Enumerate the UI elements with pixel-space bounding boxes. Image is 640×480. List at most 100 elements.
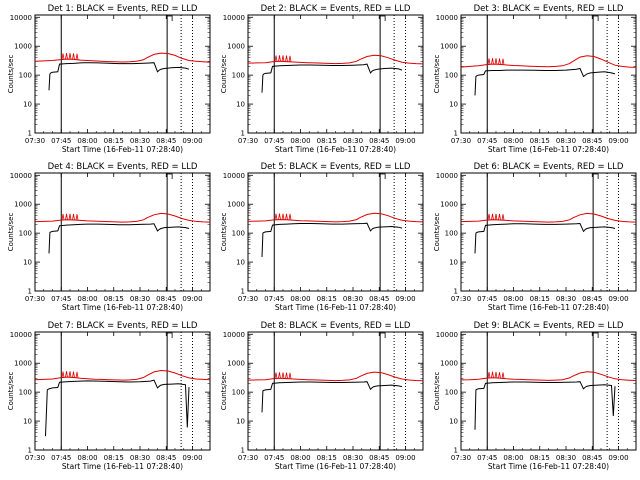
panel-title: Det 5: BLACK = Events, RED = LLD: [261, 162, 411, 172]
y-tick-label: 1000: [14, 201, 32, 209]
y-tick-label: 10000: [223, 14, 245, 22]
y-tick-label: 1: [241, 288, 245, 296]
y-tick-label: 1: [241, 130, 245, 138]
x-tick-label: 07:30: [451, 295, 471, 303]
events-series-line: [261, 222, 403, 258]
x-tick-label: 08:00: [503, 295, 523, 303]
detector-panel: Det 3: BLACK = Events, RED = LLD 07:30 07:…: [433, 4, 637, 154]
x-tick-label: 08:45: [582, 295, 602, 303]
lld-series-line: [247, 54, 424, 65]
marker-bracket: [380, 15, 386, 21]
events-series-line: [261, 381, 403, 413]
events-series-line: [474, 222, 616, 254]
y-tick-label: 1000: [227, 43, 245, 51]
events-series-line: [48, 62, 190, 91]
lld-spike: [487, 213, 491, 221]
lld-spike: [72, 213, 75, 221]
x-tick-label: 08:15: [104, 137, 124, 145]
lld-spike: [274, 372, 278, 379]
lld-spike: [281, 213, 285, 220]
x-tick-label: 07:30: [25, 295, 45, 303]
panel-title: Det 4: BLACK = Events, RED = LLD: [48, 162, 198, 172]
lld-spike: [494, 371, 498, 378]
x-tick-label: 07:30: [25, 454, 45, 462]
y-tick-label: 100: [232, 230, 245, 238]
y-tick-label: 1000: [227, 201, 245, 209]
x-tick-label: 07:45: [477, 295, 497, 303]
lld-spike: [68, 213, 72, 220]
marker-bracket: [167, 173, 173, 179]
detector-panel: Det 4: BLACK = Events, RED = LLD 07:30 07:…: [7, 162, 211, 312]
x-tick-label: 08:15: [104, 454, 124, 462]
x-tick-label: 07:45: [264, 454, 284, 462]
lld-spike: [498, 58, 501, 65]
lld-spike: [498, 213, 501, 221]
x-tick-label: 08:30: [343, 137, 363, 145]
x-tick-label: 07:45: [51, 137, 71, 145]
lld-spike: [498, 372, 501, 379]
events-series-line: [48, 223, 190, 254]
x-tick-label: 08:45: [156, 454, 176, 462]
lld-spike: [68, 371, 72, 378]
x-axis-label: Start Time (16-Feb-11 07:28:40): [275, 145, 396, 154]
lld-spike: [501, 372, 505, 379]
x-tick-label: 09:00: [182, 295, 202, 303]
y-axis-label: Counts/sec: [433, 55, 441, 94]
lld-series-line: [460, 371, 637, 381]
events-series-line: [474, 381, 616, 430]
x-tick-label: 08:00: [290, 295, 310, 303]
lld-spike: [501, 214, 505, 221]
x-tick-label: 07:30: [238, 295, 258, 303]
y-tick-label: 10: [449, 259, 458, 267]
lld-spike: [494, 213, 498, 220]
y-tick-label: 1000: [440, 360, 458, 368]
y-tick-label: 1000: [440, 201, 458, 209]
y-tick-label: 1000: [227, 360, 245, 368]
lld-spike: [278, 55, 281, 62]
x-tick-label: 08:15: [317, 137, 337, 145]
x-tick-label: 08:00: [290, 454, 310, 462]
lld-spike: [501, 58, 505, 65]
lld-spike: [75, 371, 79, 378]
y-axis-label: Counts/sec: [220, 55, 228, 94]
detector-panel: Det 9: BLACK = Events, RED = LLD 07:30 07:…: [433, 321, 637, 471]
x-tick-label: 07:30: [238, 137, 258, 145]
y-tick-label: 10: [449, 418, 458, 426]
y-tick-label: 100: [445, 230, 458, 238]
x-tick-label: 07:45: [264, 137, 284, 145]
x-tick-label: 07:45: [51, 454, 71, 462]
detector-panel: Det 5: BLACK = Events, RED = LLD 07:30 07:…: [220, 162, 424, 312]
lld-spike: [75, 53, 79, 60]
x-axis-label: Start Time (16-Feb-11 07:28:40): [275, 462, 396, 471]
y-axis-label: Counts/sec: [220, 372, 228, 411]
lld-spike: [61, 53, 65, 60]
x-tick-label: 07:45: [477, 454, 497, 462]
lld-spike: [491, 371, 494, 378]
y-tick-label: 10: [23, 101, 32, 109]
lld-spike: [65, 213, 68, 220]
lld-spike: [487, 371, 491, 379]
lld-series-line: [247, 212, 424, 223]
marker-bracket: [380, 173, 386, 179]
y-tick-label: 1: [28, 288, 32, 296]
x-axis-label: Start Time (16-Feb-11 07:28:40): [488, 145, 609, 154]
x-tick-label: 09:00: [395, 454, 415, 462]
lld-spike: [285, 213, 288, 220]
lld-spike: [72, 371, 75, 378]
x-tick-label: 08:30: [556, 137, 576, 145]
x-tick-label: 08:30: [343, 454, 363, 462]
y-tick-label: 10: [236, 259, 245, 267]
x-tick-label: 09:00: [395, 137, 415, 145]
lld-spike: [274, 213, 278, 220]
y-axis-label: Counts/sec: [220, 213, 228, 252]
panel-title: Det 6: BLACK = Events, RED = LLD: [474, 162, 624, 172]
x-tick-label: 08:00: [503, 137, 523, 145]
y-tick-label: 10: [449, 101, 458, 109]
lld-spike: [285, 55, 288, 62]
x-tick-label: 08:15: [317, 454, 337, 462]
x-tick-label: 08:15: [530, 454, 550, 462]
lld-spike: [491, 213, 494, 220]
x-tick-label: 09:00: [395, 295, 415, 303]
y-tick-label: 100: [445, 389, 458, 397]
x-tick-label: 09:00: [608, 137, 628, 145]
